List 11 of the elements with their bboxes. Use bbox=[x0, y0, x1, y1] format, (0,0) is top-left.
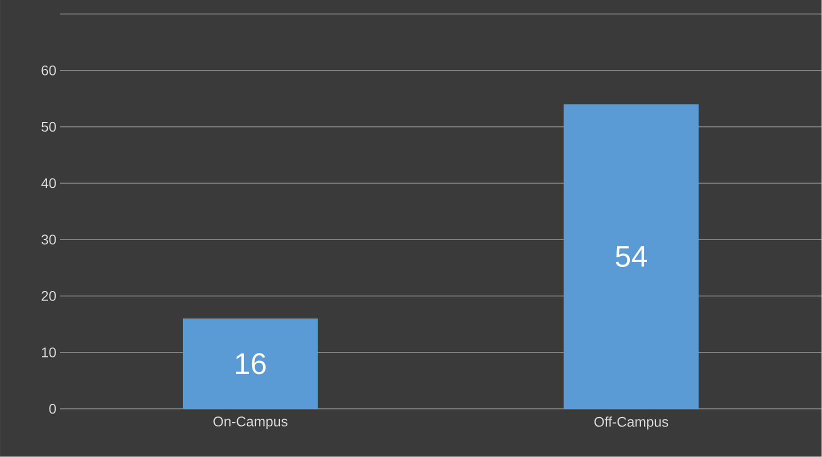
x-tick-label: Off-Campus bbox=[594, 416, 668, 430]
x-tick-label: On-Campus bbox=[213, 416, 288, 430]
y-tick-label: 50 bbox=[42, 122, 56, 132]
y-tick-label: 20 bbox=[42, 291, 56, 302]
y-tick-label: 60 bbox=[42, 66, 56, 76]
y-tick-label: 40 bbox=[41, 178, 56, 188]
data-label: 54 bbox=[616, 246, 647, 268]
y-tick-label: 0 bbox=[49, 404, 56, 414]
y-tick-label: 10 bbox=[42, 348, 56, 358]
data-label: 16 bbox=[236, 353, 266, 374]
y-tick-label: 30 bbox=[41, 234, 56, 245]
